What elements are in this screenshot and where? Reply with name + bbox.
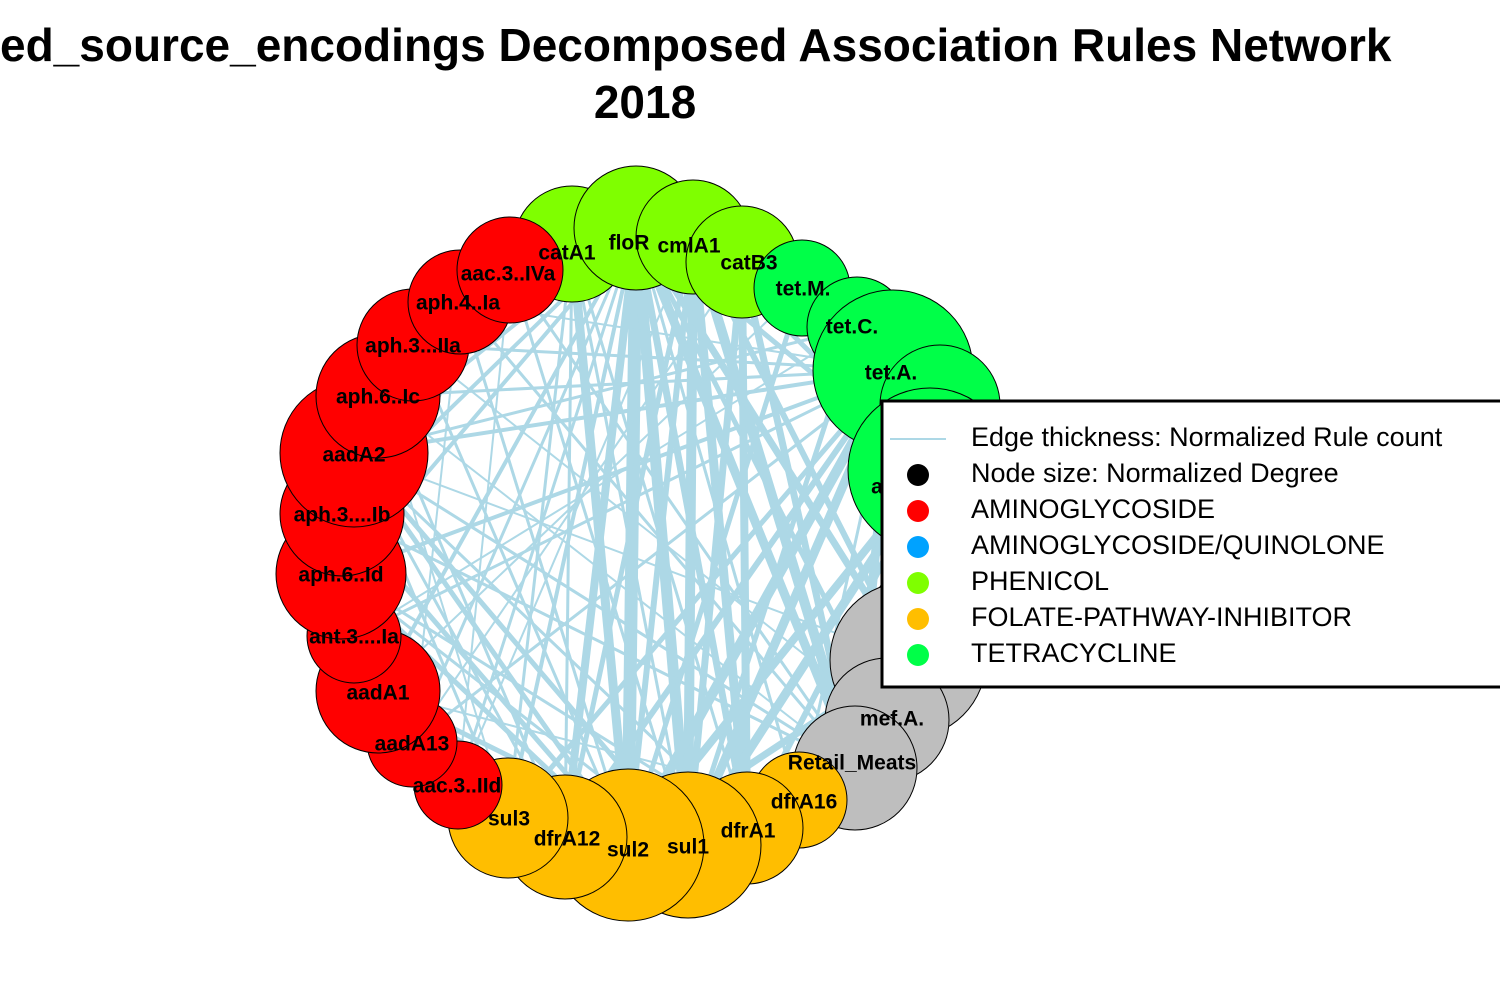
node-label-ant3Ia: ant.3....Ia [309, 626, 399, 649]
node-label-cmlA1: cmlA1 [657, 235, 720, 258]
edge-aadA13-floR [410, 226, 638, 744]
legend-swatch-3 [907, 536, 929, 558]
legend-swatch-5 [907, 608, 929, 630]
legend-swatch-6 [907, 644, 929, 666]
node-label-sul1: sul1 [667, 836, 709, 859]
figure-title-line2: 2018 [594, 76, 696, 128]
node-label-aadA1: aadA1 [346, 682, 409, 705]
node-label-catA1: catA1 [538, 242, 596, 265]
figure-title-line1: ed_source_encodings Decomposed Associati… [0, 19, 1392, 71]
edge-sul3-floR [506, 226, 638, 820]
edge-aadA2-tetC [352, 325, 859, 455]
legend-swatch-2 [907, 500, 929, 522]
edge-tetM-aadA1 [377, 287, 803, 692]
edge-sul3-catA1 [506, 242, 574, 820]
node-label-tetA: tet.A. [865, 362, 918, 385]
legend-label-4: PHENICOL [971, 566, 1109, 596]
legend-label-2: AMINOGLYCOSIDE [971, 494, 1215, 524]
legend-label-1: Node size: Normalized Degree [971, 458, 1339, 488]
node-label-dfrA12: dfrA12 [534, 828, 601, 851]
edge-sul2-aph4Ia [459, 301, 629, 846]
node-label-retail: Retail_Meats [788, 752, 916, 775]
node-aac3IVa [456, 216, 564, 324]
edge-sul1-catA1 [570, 242, 690, 847]
edge-mefA-aph3IIa [412, 344, 888, 721]
edge-sul1-aac3IVa [509, 269, 689, 846]
legend-swatch-1 [907, 464, 929, 486]
node-label-aadA13: aadA13 [375, 733, 450, 756]
edge-aac3IId-aac3IVa [457, 269, 511, 786]
edge-retail-aph6Ic [377, 395, 856, 769]
node-label-floR: floR [609, 232, 650, 255]
node-label-tetM: tet.M. [776, 278, 831, 301]
node-label-aph3Ib: aph.3....Ib [294, 504, 391, 527]
edge-floR-retail [631, 223, 860, 773]
legend-label-0: Edge thickness: Normalized Rule count [971, 422, 1443, 452]
node-label-a5: a [871, 476, 883, 499]
node-label-aadA2: aadA2 [322, 444, 385, 467]
legend-label-3: AMINOGLYCOSIDE/QUINOLONE [971, 530, 1385, 560]
edge-dfrA12-cmlA1 [562, 234, 696, 840]
node-label-dfrA1: dfrA1 [721, 820, 776, 843]
edge-aac3IId-floR [456, 226, 638, 787]
node-label-aph4Ia: aph.4..Ia [416, 292, 500, 315]
edge-retail-aph3Ib [340, 512, 857, 770]
node-label-aac3IId: aac.3..IId [413, 775, 502, 798]
legend: Edge thickness: Normalized Rule count Nod… [880, 399, 1500, 689]
edge-tetA-dfrA12 [562, 367, 896, 840]
node-label-sul3: sul3 [488, 808, 530, 831]
edge-sul2-cmlA1 [625, 234, 696, 848]
legend-label-5: FOLATE-PATHWAY-INHIBITOR [971, 602, 1352, 632]
node-label-aph6Ic: aph.6..Ic [336, 386, 420, 409]
node-label-tetC: tet.C. [826, 316, 879, 339]
node-label-mefA: mef.A. [860, 708, 924, 731]
edge-dfrA16-floR [634, 226, 801, 802]
edge-retail-aadA2 [352, 451, 857, 770]
edge-tetA-sul3 [505, 367, 896, 821]
node-layer [275, 165, 1013, 922]
legend-box [880, 399, 1500, 689]
edge-dfrA1-aadA2 [352, 451, 749, 830]
edge-aph4Ia-retail [458, 300, 857, 770]
node-label-aac3IVa: aac.3..IVa [461, 263, 556, 286]
node-label-aph6Id: aph.6..Id [298, 564, 383, 587]
node-label-catB3: catB3 [720, 252, 777, 275]
node-label-dfrA16: dfrA16 [771, 791, 838, 814]
node-label-sul2: sul2 [607, 839, 649, 862]
edge-sul2-aph3IIa [412, 344, 629, 846]
legend-label-6: TETRACYCLINE [971, 638, 1177, 668]
legend-swatch-4 [907, 572, 929, 594]
node-label-aph3IIa: aph.3...IIa [365, 335, 461, 358]
edge-tetC-ant3Ia [353, 326, 858, 637]
